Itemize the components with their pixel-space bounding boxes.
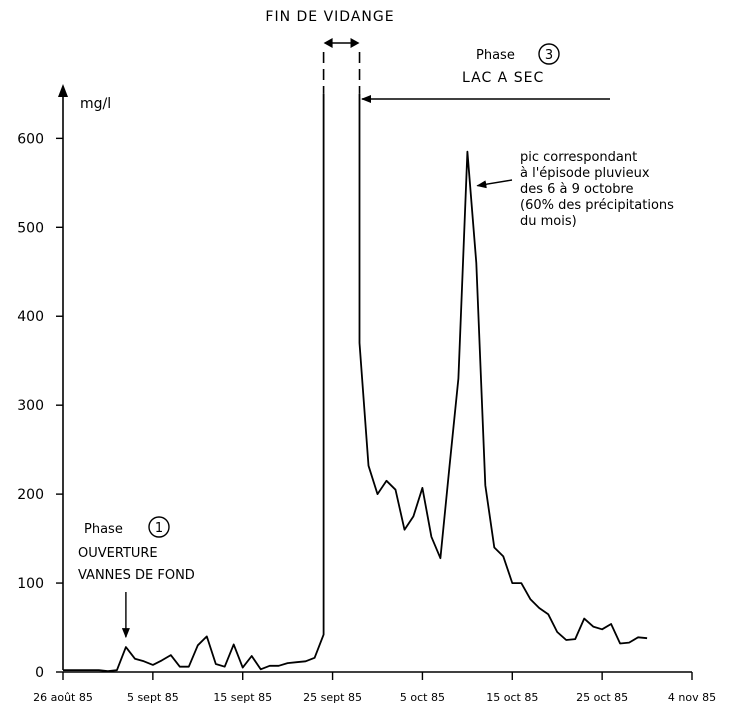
- phase3-lac-a-sec-label: LAC A SEC: [462, 70, 544, 86]
- x-ticks: 26 août 85 5 sept 85 15 sept 85 25 sept 85 5…: [33, 672, 716, 704]
- peak-note-line-1: pic correspondant: [520, 150, 637, 165]
- phase1-phase-label: Phase: [84, 522, 123, 537]
- x-tick-label: 5 oct 85: [400, 691, 445, 704]
- y-tick-label: 200: [17, 487, 44, 503]
- y-tick-label: 0: [35, 665, 44, 681]
- x-tick-label: 25 oct 85: [576, 691, 628, 704]
- y-tick-label: 600: [17, 131, 44, 147]
- x-tick-label: 5 sept 85: [127, 691, 179, 704]
- fin-vidange-arrowhead-right: [350, 38, 360, 48]
- phase1-annotation: Phase 1 OUVERTURE VANNES DE FOND: [78, 516, 195, 639]
- y-tick-label: 500: [17, 220, 44, 236]
- x-tick-label: 15 sept 85: [213, 691, 272, 704]
- x-tick-label: 4 nov 85: [668, 691, 716, 704]
- phase3-number: 3: [545, 48, 553, 63]
- y-tick-label: 400: [17, 309, 44, 325]
- peak-arrow: [476, 179, 513, 189]
- series-line: [358, 93, 648, 645]
- peak-note-line-3: des 6 à 9 octobre: [520, 182, 634, 197]
- phase1-line-2: VANNES DE FOND: [78, 568, 195, 583]
- phase3-annotation: Phase 3 LAC A SEC: [361, 43, 610, 103]
- fin-vidange-label: FIN DE VIDANGE: [265, 9, 394, 25]
- fin-vidange-annotation: FIN DE VIDANGE: [265, 9, 394, 94]
- y-tick-label: 100: [17, 576, 44, 592]
- x-tick-label: 26 août 85: [33, 691, 93, 704]
- peak-note-line-4: (60% des précipitations: [520, 198, 674, 213]
- fin-vidange-arrowhead-left: [323, 38, 333, 48]
- series-group: [63, 93, 648, 672]
- series-line: [63, 93, 325, 672]
- phase3-number-circle: [538, 43, 560, 65]
- phase1-number: 1: [155, 521, 163, 536]
- x-tick-label: 25 sept 85: [303, 691, 362, 704]
- phase1-number-circle: [148, 516, 170, 538]
- phase1-line-1: OUVERTURE: [78, 546, 158, 561]
- y-axis-label: mg/l: [80, 96, 111, 112]
- phase3-phase-label: Phase: [476, 48, 515, 63]
- y-axis-arrow: [58, 84, 68, 97]
- y-ticks: 0 100 200 300 400 500 600: [17, 131, 63, 681]
- peak-note-line-5: du mois): [520, 214, 577, 229]
- peak-annotation: pic correspondant à l'épisode pluvieux d…: [476, 150, 674, 229]
- x-tick-label: 15 oct 85: [486, 691, 538, 704]
- peak-note-line-2: à l'épisode pluvieux: [520, 166, 650, 181]
- y-tick-label: 300: [17, 398, 44, 414]
